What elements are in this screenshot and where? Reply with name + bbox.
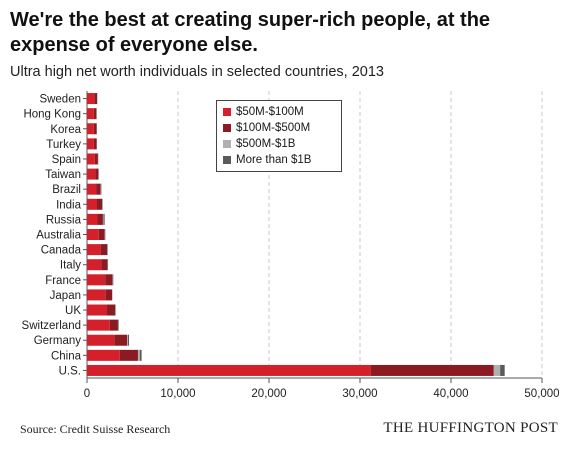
bar-segment: [137, 349, 140, 361]
y-tick-label: France: [45, 275, 81, 287]
y-tick-label: Brazil: [52, 184, 81, 196]
chart-subtitle: Ultra high net worth individuals in sele…: [10, 64, 384, 80]
bar-segment: [109, 319, 118, 331]
y-tick-label: U.S.: [59, 365, 81, 377]
y-tick-label: Korea: [50, 124, 81, 136]
bar-segment: [87, 259, 102, 271]
y-tick-label: Turkey: [46, 139, 81, 151]
x-tick-label: 0: [84, 388, 90, 400]
bar-segment: [103, 213, 105, 225]
bar-segment: [94, 153, 98, 165]
bar-segment: [87, 364, 371, 376]
bar-segment: [87, 274, 106, 286]
y-tick-label: Germany: [34, 335, 82, 347]
bar-segment: [102, 213, 104, 225]
bar-segment: [98, 229, 105, 240]
bar-segment: [97, 213, 103, 225]
legend-item: $100M-$500M: [223, 120, 335, 136]
source-note: Source: Credit Suisse Research: [20, 422, 171, 436]
y-tick-label: UK: [65, 305, 81, 317]
y-tick-label: China: [51, 350, 82, 362]
legend-item: $500M-$1B: [223, 136, 335, 152]
y-tick-label: Canada: [41, 245, 82, 257]
bar-segment: [93, 138, 97, 150]
bar-segment: [96, 183, 101, 195]
bar-segment: [87, 244, 101, 256]
bar-segment: [119, 349, 138, 361]
bar-segment: [101, 259, 108, 271]
x-tick-label: 40,000: [433, 388, 468, 400]
legend-swatch: [223, 108, 231, 116]
bar-segment: [87, 213, 98, 225]
x-tick-label: 50,000: [524, 388, 559, 400]
legend-label: $500M-$1B: [236, 138, 296, 150]
bar-segment: [127, 334, 128, 346]
bar-segment: [87, 93, 95, 105]
legend-item: $50M-$100M: [223, 104, 335, 120]
bar-segment: [139, 349, 142, 361]
bar-segment: [87, 108, 94, 120]
x-tick-label: 10,000: [160, 388, 195, 400]
bar-segment: [93, 123, 97, 135]
x-tick-label: 30,000: [342, 388, 377, 400]
bar-segment: [107, 304, 116, 316]
x-tick-label: 20,000: [251, 388, 286, 400]
bar-segment: [127, 334, 130, 346]
legend-swatch: [223, 156, 231, 164]
chart-legend: $50M-$100M $100M-$500M $500M-$1B More than …: [216, 100, 342, 172]
bar-segment: [100, 244, 108, 256]
y-tick-label: Hong Kong: [23, 109, 81, 121]
bar-segment: [87, 319, 110, 331]
legend-swatch: [223, 124, 231, 132]
bar-segment: [370, 364, 494, 376]
y-tick-label: Australia: [36, 230, 81, 242]
bar-segment: [87, 183, 97, 195]
chart-title: We're the best at creating super-rich pe…: [10, 9, 491, 56]
y-tick-label: India: [56, 199, 82, 211]
bar-segment: [493, 364, 501, 376]
bar-segment: [87, 153, 95, 165]
legend-label: $100M-$500M: [236, 122, 311, 134]
y-tick-label: Italy: [60, 260, 81, 272]
y-tick-label: Taiwan: [45, 169, 81, 181]
bar-segment: [95, 168, 99, 180]
y-tick-label: Spain: [52, 154, 81, 166]
bar-segment: [87, 123, 94, 135]
legend-item: More than $1B: [223, 152, 335, 168]
y-tick-label: Sweden: [39, 94, 81, 106]
bar-segment: [94, 93, 98, 105]
bar-segment: [87, 304, 108, 316]
bar-segment: [93, 108, 97, 120]
bar-segment: [105, 274, 113, 286]
bar-segment: [87, 168, 96, 180]
bar-segment: [87, 198, 98, 210]
y-tick-label: Switzerland: [22, 320, 81, 332]
bar-segment: [105, 289, 113, 301]
bar-segment: [500, 364, 505, 376]
bar-segment: [87, 229, 99, 240]
legend-label: More than $1B: [236, 154, 312, 166]
bar-segment: [114, 334, 128, 346]
legend-swatch: [223, 140, 231, 148]
publisher-logo: THE HUFFINGTON POST: [383, 420, 558, 436]
legend-label: $50M-$100M: [236, 106, 304, 118]
bar-segment: [87, 334, 115, 346]
y-tick-label: Russia: [46, 214, 82, 226]
bar-segment: [97, 198, 103, 210]
bar-segment: [87, 138, 94, 150]
bar-segment: [87, 289, 106, 301]
bar-segment: [87, 349, 120, 361]
y-tick-label: Japan: [50, 290, 81, 302]
